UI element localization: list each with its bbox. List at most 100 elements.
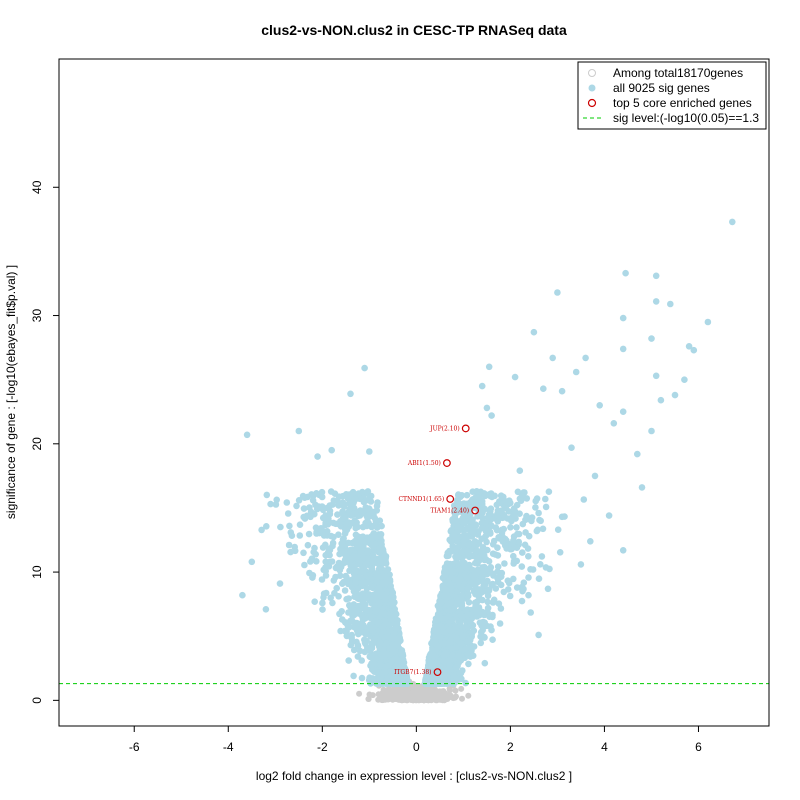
- sig-gene-point: [504, 577, 512, 584]
- sig-gene-point: [388, 600, 396, 607]
- sig-gene-point: [475, 586, 483, 593]
- sig-gene-point: [489, 636, 496, 643]
- sig-gene-point: [480, 633, 488, 641]
- sig-gene-point: [516, 467, 524, 475]
- sig-gene-point: [468, 552, 475, 560]
- sig-gene-point: [362, 497, 370, 504]
- sig-gene-point: [568, 444, 575, 452]
- core-gene-point: [433, 668, 442, 677]
- sig-gene-point: [479, 626, 487, 634]
- sig-gene-point: [558, 387, 566, 395]
- sig-gene-point: [439, 584, 447, 591]
- sig-gene-point: [286, 522, 293, 530]
- sig-gene-point: [619, 314, 627, 322]
- sig-gene-point: [513, 544, 521, 551]
- sig-gene-point: [337, 627, 344, 635]
- gene-point: [380, 686, 387, 693]
- sig-gene-point: [544, 585, 552, 593]
- gene-point: [377, 693, 384, 700]
- sig-gene-point: [484, 598, 492, 606]
- legend-marker-core: [587, 98, 597, 108]
- sig-gene-point: [671, 391, 679, 399]
- sig-gene-point: [258, 526, 265, 534]
- sig-gene-point: [262, 606, 270, 613]
- gene-point: [465, 692, 472, 699]
- chart-title: clus2-vs-NON.clus2 in CESC-TP RNASeq dat…: [261, 22, 567, 38]
- sig-gene-point: [345, 595, 353, 602]
- sig-gene-point: [369, 557, 377, 565]
- sig-gene-point: [386, 645, 393, 652]
- sig-gene-point: [360, 623, 367, 630]
- sig-gene-point: [329, 501, 337, 508]
- sig-gene-point: [312, 551, 320, 558]
- sig-gene-point: [429, 639, 437, 647]
- sig-gene-point: [494, 574, 501, 582]
- core-gene-label: CTNND1(1.65): [398, 496, 444, 503]
- sig-gene-point: [527, 609, 534, 616]
- sig-gene-point: [392, 610, 400, 618]
- sig-gene-point: [704, 318, 712, 326]
- sig-gene-point: [341, 525, 349, 533]
- sig-gene-point: [545, 488, 553, 496]
- sig-gene-point: [386, 650, 394, 658]
- sig-gene-point: [479, 547, 487, 555]
- x-tick-label: -4: [223, 740, 234, 754]
- sig-gene-point: [375, 584, 383, 592]
- sig-gene-point: [342, 514, 349, 521]
- sig-gene-point: [353, 519, 360, 526]
- sig-gene-point: [473, 488, 481, 495]
- sig-gene-point: [447, 599, 454, 607]
- sig-gene-point: [335, 502, 342, 509]
- sig-gene-point: [364, 579, 372, 586]
- sig-gene-point: [456, 670, 464, 678]
- sig-gene-point: [327, 532, 335, 540]
- sig-gene-point: [333, 563, 341, 570]
- sig-gene-point: [481, 492, 489, 500]
- sig-gene-point: [497, 605, 505, 612]
- x-axis-label: log2 fold change in expression level : […: [256, 769, 572, 783]
- plot-frame: [58, 58, 770, 727]
- sig-gene-point: [354, 595, 362, 602]
- sig-gene-point: [370, 666, 378, 673]
- sig-gene-point: [386, 621, 393, 629]
- sig-gene-point: [301, 515, 309, 522]
- sig-gene-point: [465, 541, 472, 549]
- sig-gene-point: [347, 390, 354, 398]
- sig-gene-point: [338, 541, 346, 549]
- sig-gene-point: [469, 516, 476, 523]
- sig-gene-point: [450, 533, 458, 541]
- sig-gene-point: [470, 572, 478, 580]
- sig-gene-point: [436, 622, 444, 630]
- sig-gene-point: [347, 562, 355, 569]
- gene-point: [366, 691, 373, 698]
- sig-gene-point: [373, 578, 381, 585]
- gene-point: [382, 696, 389, 703]
- sig-gene-point: [370, 655, 378, 663]
- sig-gene-point: [458, 675, 465, 683]
- sig-gene-point: [519, 587, 526, 595]
- sig-gene-point: [339, 536, 347, 543]
- sig-gene-point: [485, 558, 493, 565]
- sig-gene-point: [335, 493, 343, 501]
- sig-gene-point: [326, 510, 334, 518]
- sig-gene-point: [438, 598, 445, 605]
- sig-gene-point: [366, 448, 373, 455]
- legend-entry-total: Among total18170genes: [613, 66, 743, 80]
- sig-gene-point: [517, 497, 525, 505]
- sig-gene-point: [487, 508, 494, 515]
- x-tick-label: 6: [695, 740, 702, 754]
- sig-gene-point: [446, 560, 454, 568]
- sig-gene-point: [690, 346, 698, 354]
- gene-point: [432, 697, 439, 704]
- sig-gene-point: [535, 575, 543, 582]
- sig-gene-point: [506, 592, 514, 600]
- sig-gene-point: [350, 611, 358, 619]
- sig-gene-point: [346, 602, 353, 609]
- sig-gene-point: [296, 521, 304, 528]
- sig-gene-point: [518, 492, 526, 500]
- sig-gene-point: [348, 631, 356, 639]
- sig-gene-point: [343, 632, 351, 640]
- sig-gene-point: [448, 617, 456, 624]
- sig-gene-point: [305, 530, 313, 538]
